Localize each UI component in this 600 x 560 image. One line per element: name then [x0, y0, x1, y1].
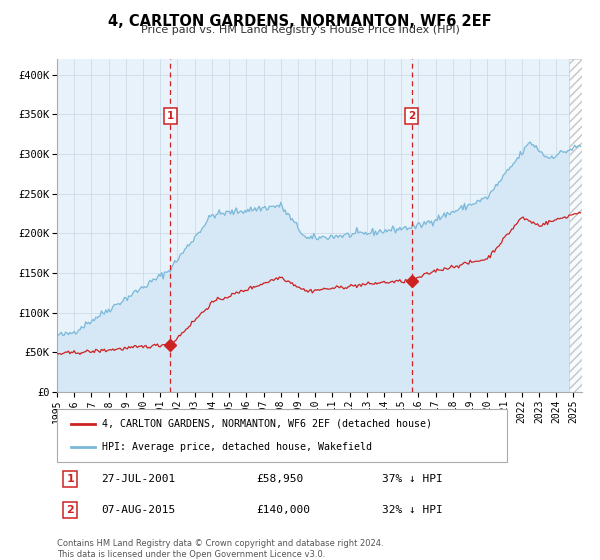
Text: £140,000: £140,000: [257, 505, 311, 515]
FancyBboxPatch shape: [57, 409, 507, 462]
Text: Price paid vs. HM Land Registry's House Price Index (HPI): Price paid vs. HM Land Registry's House …: [140, 25, 460, 35]
Text: 2: 2: [66, 505, 74, 515]
Text: 1: 1: [66, 474, 74, 484]
Text: 4, CARLTON GARDENS, NORMANTON, WF6 2EF (detached house): 4, CARLTON GARDENS, NORMANTON, WF6 2EF (…: [102, 419, 432, 429]
Text: This data is licensed under the Open Government Licence v3.0.: This data is licensed under the Open Gov…: [57, 550, 325, 559]
Text: HPI: Average price, detached house, Wakefield: HPI: Average price, detached house, Wake…: [102, 442, 372, 452]
Text: 37% ↓ HPI: 37% ↓ HPI: [383, 474, 443, 484]
Text: 4, CARLTON GARDENS, NORMANTON, WF6 2EF: 4, CARLTON GARDENS, NORMANTON, WF6 2EF: [108, 14, 492, 29]
Text: 27-JUL-2001: 27-JUL-2001: [101, 474, 176, 484]
Text: 2: 2: [408, 111, 415, 121]
Text: Contains HM Land Registry data © Crown copyright and database right 2024.: Contains HM Land Registry data © Crown c…: [57, 539, 383, 548]
Text: 07-AUG-2015: 07-AUG-2015: [101, 505, 176, 515]
Text: 32% ↓ HPI: 32% ↓ HPI: [383, 505, 443, 515]
Text: £58,950: £58,950: [257, 474, 304, 484]
Text: 1: 1: [167, 111, 174, 121]
